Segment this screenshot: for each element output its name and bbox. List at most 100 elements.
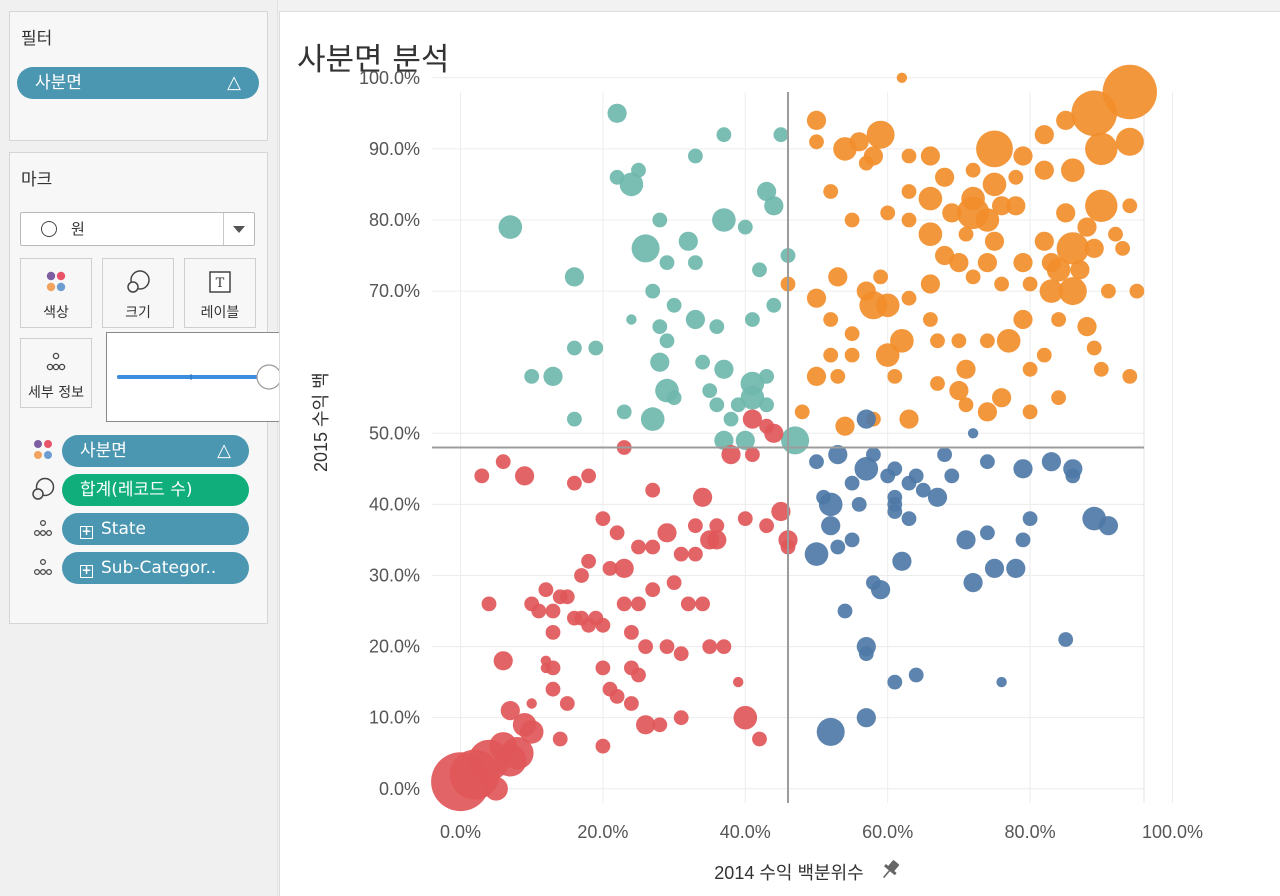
data-point[interactable] [823, 184, 839, 199]
data-point[interactable] [930, 333, 945, 349]
data-point[interactable] [616, 596, 632, 612]
data-point[interactable] [958, 226, 974, 242]
data-point[interactable] [659, 333, 675, 349]
data-point[interactable] [624, 696, 639, 711]
data-point[interactable] [484, 777, 508, 801]
data-point[interactable] [980, 333, 995, 349]
data-point[interactable] [901, 290, 917, 306]
data-point[interactable] [963, 573, 983, 593]
data-point[interactable] [935, 167, 955, 187]
data-point[interactable] [816, 717, 845, 746]
data-point[interactable] [495, 454, 511, 470]
state-field-pill[interactable]: + State [62, 513, 249, 545]
data-point[interactable] [609, 525, 625, 541]
data-point[interactable] [740, 385, 765, 410]
data-point[interactable] [607, 103, 627, 123]
data-point[interactable] [920, 146, 941, 166]
data-point[interactable] [899, 409, 919, 429]
data-point[interactable] [1022, 511, 1038, 526]
data-point[interactable] [915, 482, 931, 498]
data-point[interactable] [545, 625, 561, 640]
data-point[interactable] [752, 262, 767, 278]
data-point[interactable] [494, 744, 527, 777]
expand-plus-icon[interactable]: + [80, 524, 93, 539]
data-point[interactable] [735, 430, 755, 450]
data-point[interactable] [695, 596, 710, 612]
data-point[interactable] [695, 354, 710, 370]
data-point[interactable] [595, 660, 611, 676]
data-point[interactable] [944, 468, 960, 484]
data-point[interactable] [1013, 459, 1033, 479]
data-point[interactable] [956, 359, 976, 379]
data-point[interactable] [595, 617, 611, 633]
data-point[interactable] [1013, 309, 1033, 330]
data-point[interactable] [992, 196, 1012, 216]
data-point[interactable] [1046, 258, 1071, 282]
data-point[interactable] [975, 208, 1000, 232]
data-point[interactable] [887, 504, 903, 519]
data-point[interactable] [923, 312, 938, 327]
data-point[interactable] [1022, 404, 1038, 420]
data-point[interactable] [645, 539, 661, 555]
data-point[interactable] [652, 319, 668, 334]
expand-plus-icon[interactable]: + [80, 563, 93, 578]
data-point[interactable] [1085, 132, 1118, 166]
data-point[interactable] [1039, 279, 1064, 303]
data-point[interactable] [1051, 390, 1066, 406]
data-point[interactable] [764, 423, 784, 443]
data-point[interactable] [1056, 203, 1076, 223]
data-point[interactable] [714, 430, 734, 450]
data-point[interactable] [498, 215, 523, 239]
data-point[interactable] [844, 532, 860, 548]
data-point[interactable] [602, 561, 618, 576]
data-point[interactable] [828, 267, 848, 287]
data-point[interactable] [545, 603, 561, 619]
data-point[interactable] [631, 667, 646, 683]
data-point[interactable] [567, 610, 582, 626]
data-point[interactable] [1013, 253, 1033, 273]
data-point[interactable] [887, 461, 903, 477]
data-point[interactable] [890, 329, 914, 353]
data-point[interactable] [1034, 231, 1054, 251]
data-point[interactable] [1056, 110, 1076, 130]
data-point[interactable] [666, 297, 682, 313]
data-point[interactable] [873, 269, 888, 285]
data-point[interactable] [702, 383, 718, 398]
data-point[interactable] [866, 120, 895, 149]
data-point[interactable] [1093, 361, 1109, 377]
data-point[interactable] [567, 340, 582, 356]
data-point[interactable] [1006, 196, 1026, 216]
data-point[interactable] [680, 596, 696, 612]
data-point[interactable] [624, 625, 639, 640]
data-point[interactable] [927, 487, 948, 507]
data-point[interactable] [887, 369, 903, 384]
data-point[interactable] [844, 212, 860, 228]
data-point[interactable] [1006, 558, 1026, 579]
data-point[interactable] [806, 110, 827, 130]
color-button[interactable]: 색상 [20, 258, 92, 328]
size-button[interactable]: 크기 [102, 258, 174, 328]
detail-button[interactable]: 세부 정보 [20, 338, 92, 408]
data-point[interactable] [996, 329, 1021, 353]
data-point[interactable] [908, 667, 924, 683]
data-point[interactable] [673, 646, 689, 662]
data-point[interactable] [631, 234, 660, 263]
data-point[interactable] [759, 397, 774, 413]
data-point[interactable] [545, 681, 561, 697]
data-point[interactable] [652, 717, 668, 733]
data-point[interactable] [806, 288, 827, 308]
data-point[interactable] [588, 340, 604, 356]
data-point[interactable] [515, 466, 535, 486]
data-point[interactable] [757, 181, 777, 202]
data-point[interactable] [614, 558, 634, 579]
data-point[interactable] [500, 701, 520, 721]
data-point[interactable] [937, 447, 952, 462]
data-point[interactable] [657, 523, 677, 543]
data-point[interactable] [567, 411, 582, 427]
data-point[interactable] [716, 127, 732, 143]
data-point[interactable] [1115, 241, 1130, 256]
data-point[interactable] [965, 162, 981, 178]
data-point[interactable] [693, 487, 713, 507]
data-point[interactable] [552, 731, 568, 747]
data-point[interactable] [524, 369, 540, 384]
